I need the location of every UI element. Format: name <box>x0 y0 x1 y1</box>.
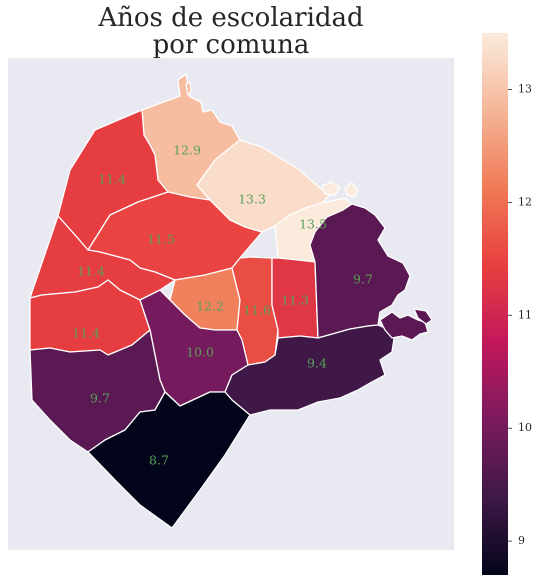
colorbar-tick-label: 9 <box>518 534 525 547</box>
colorbar-tick-label: 11 <box>518 308 532 321</box>
region-islet-north-b <box>344 182 359 198</box>
region-value-label-9: 11.6 <box>243 303 271 318</box>
region-layer <box>29 73 433 529</box>
region-value-label-1: 12.9 <box>173 143 201 158</box>
colorbar-tick-label: 13 <box>518 82 532 95</box>
colorbar <box>482 33 508 575</box>
region-value-label-6: 11.4 <box>77 264 105 279</box>
region-label-layer: 12.9 13.3 13.5 11.4 11.5 11.4 11.4 12.2 11.6 11.3… <box>72 143 373 468</box>
region-value-label-7: 11.4 <box>72 326 100 341</box>
region-value-label-12: 10.0 <box>186 345 214 360</box>
colorbar-tick-label: 10 <box>518 421 532 434</box>
region-value-label-11: 9.7 <box>353 272 373 287</box>
map-title-line2: por comuna <box>153 30 310 60</box>
region-islet-north-a <box>321 181 341 196</box>
region-value-label-14: 9.7 <box>90 391 110 406</box>
region-value-label-3: 13.5 <box>299 217 327 232</box>
colorbar-ticks: 9 10 11 12 13 <box>508 82 532 547</box>
colorbar-tick-label: 12 <box>518 195 532 208</box>
region-islet-southeast <box>413 308 433 325</box>
map-title-line1: Años de escolaridad <box>97 3 363 33</box>
region-value-label-15: 8.7 <box>149 453 169 468</box>
comuna-region-15 <box>87 391 251 529</box>
region-value-label-13: 9.4 <box>307 356 327 371</box>
region-value-label-4: 11.4 <box>98 172 126 187</box>
region-value-label-5: 11.5 <box>147 232 175 247</box>
region-value-label-8: 12.2 <box>196 299 224 314</box>
region-value-label-2: 13.3 <box>238 192 266 207</box>
region-island-southeast <box>379 311 429 341</box>
region-value-label-10: 11.3 <box>281 293 309 308</box>
region-islet-northwest <box>185 81 192 96</box>
